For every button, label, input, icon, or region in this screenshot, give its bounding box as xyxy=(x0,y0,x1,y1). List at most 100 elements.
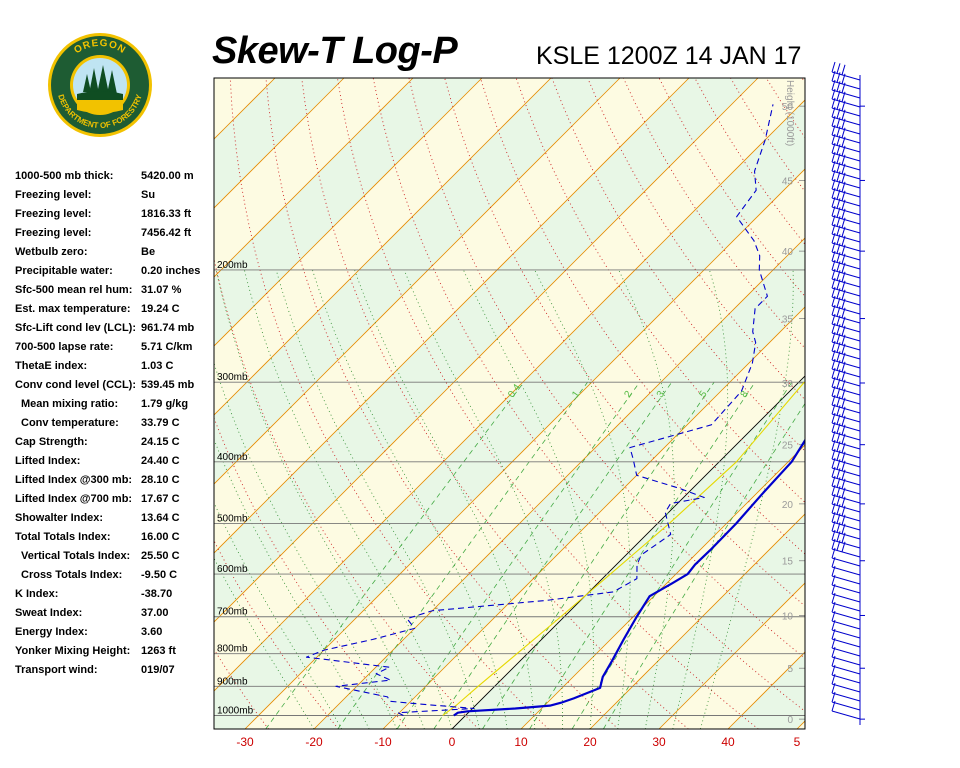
wind-barb-flag xyxy=(831,565,836,577)
wind-barb xyxy=(831,485,861,495)
mixing-ratio-label: 5 xyxy=(697,389,709,400)
wind-barb-flag xyxy=(831,394,836,406)
wind-barb xyxy=(831,557,861,567)
wind-barb-flag xyxy=(841,460,846,471)
wind-barb-flag xyxy=(836,99,841,110)
isotherm-line xyxy=(214,78,621,485)
wind-barb-flag xyxy=(841,325,846,336)
index-label: Cross Totals Index: xyxy=(21,569,123,581)
isotherm-line xyxy=(214,78,759,623)
index-label: Conv temperature: xyxy=(21,417,119,429)
pressure-label: 700mb xyxy=(217,607,248,618)
wind-barb xyxy=(831,440,861,450)
index-row: Freezing level: Su xyxy=(15,189,215,208)
moist-adiabat xyxy=(672,269,729,729)
pressure-label: 500mb xyxy=(217,514,248,525)
wind-barb-flag xyxy=(841,361,846,372)
station-time-label: KSLE 1200Z 14 JAN 17 xyxy=(536,42,802,70)
index-label: Mean mixing ratio: xyxy=(21,398,119,410)
index-label: Freezing level: xyxy=(15,189,92,201)
wind-barb-flag xyxy=(831,655,836,667)
height-label: 10 xyxy=(782,611,794,622)
wind-barb-flag xyxy=(836,216,841,227)
isotherm-line xyxy=(214,78,414,278)
index-label: ThetaE index: xyxy=(15,360,88,372)
isotherm-band xyxy=(214,78,805,691)
x-tick-label: 30 xyxy=(652,735,666,749)
wind-barb xyxy=(831,89,861,99)
wind-barb-flag xyxy=(831,439,836,451)
wind-barb-flag xyxy=(831,673,836,685)
index-row: Lifted Index @700 mb: 17.67 C xyxy=(15,493,215,512)
wind-barb-flag xyxy=(836,252,841,263)
index-row: Sfc-500 mean rel hum: 31.07 % xyxy=(15,284,215,303)
wind-barb-flag xyxy=(841,253,846,264)
wind-barb xyxy=(831,323,861,333)
wind-barb-flag xyxy=(831,151,836,163)
isotherm-line xyxy=(313,237,805,729)
wind-barb-flag xyxy=(841,145,846,156)
wind-barb-flag xyxy=(831,133,836,145)
wind-barb-flag xyxy=(831,511,836,523)
wind-barb-flag xyxy=(836,198,841,209)
isotherm-line xyxy=(214,78,345,209)
wind-barb-flag xyxy=(831,214,836,226)
moist-adiabat xyxy=(700,269,794,729)
index-label: K Index: xyxy=(15,588,59,600)
index-value: 0.20 inches xyxy=(141,265,201,277)
x-tick-label: -30 xyxy=(236,735,254,749)
wind-barb xyxy=(831,539,861,549)
wind-barb xyxy=(831,701,861,711)
wind-barb-flag xyxy=(836,63,841,74)
wind-barb xyxy=(831,359,861,369)
index-row: Total Totals Index: 16.00 C xyxy=(15,531,215,550)
wind-barb-flag xyxy=(831,196,836,208)
wind-barb-flag xyxy=(831,61,836,73)
x-tick-label: -10 xyxy=(374,735,392,749)
wind-barb xyxy=(831,629,861,639)
moist-adiabat xyxy=(354,269,536,729)
wind-barb-flag xyxy=(841,109,846,120)
wind-barb-flag xyxy=(836,81,841,92)
index-label: Wetbulb zero: xyxy=(15,246,88,258)
wind-barb-flag xyxy=(836,522,841,533)
index-value: 24.40 C xyxy=(141,455,180,467)
wind-barb-flag xyxy=(831,484,836,496)
temperature-trace xyxy=(453,438,805,717)
wind-barb-flag xyxy=(831,340,836,352)
index-row: Transport wind: 019/07 xyxy=(15,664,215,683)
x-tick-label: 5 xyxy=(794,735,801,749)
wind-barb-flag xyxy=(831,502,836,514)
wind-barb-flag xyxy=(836,351,841,362)
wind-barb-flag xyxy=(841,379,846,390)
wind-barb-flag xyxy=(836,432,841,443)
wind-barb xyxy=(831,611,861,621)
wind-barb xyxy=(831,152,861,162)
wind-barb xyxy=(831,368,861,378)
index-label: Lifted Index: xyxy=(15,455,81,467)
wind-barb-flag xyxy=(836,288,841,299)
wind-barb xyxy=(831,638,861,648)
height-label: 40 xyxy=(782,247,794,258)
index-value: 13.64 C xyxy=(141,512,180,524)
index-row: ThetaE index: 1.03 C xyxy=(15,360,215,379)
stability-indices-list: 1000-500 mb thick: 5420.00 m Freezing leve… xyxy=(15,170,215,683)
wind-barb-flag xyxy=(831,430,836,442)
mixing-ratio-line xyxy=(603,402,805,729)
wind-barb xyxy=(831,314,861,324)
wind-barb-flag xyxy=(841,82,846,93)
index-value: 19.24 C xyxy=(141,303,180,315)
wind-barb-flag xyxy=(831,457,836,469)
wind-barb-flag xyxy=(831,682,836,694)
wind-barb xyxy=(831,692,861,702)
index-row: Cross Totals Index: -9.50 C xyxy=(15,569,215,588)
wind-barb-flag xyxy=(836,135,841,146)
wind-barb-flag xyxy=(836,423,841,434)
wind-barb xyxy=(831,197,861,207)
pressure-label: 800mb xyxy=(217,644,248,655)
wind-barb xyxy=(831,269,861,279)
wind-barb-flag xyxy=(836,297,841,308)
wind-barb xyxy=(831,242,861,252)
index-value: 539.45 mb xyxy=(141,379,195,391)
wind-barb-flag xyxy=(831,556,836,568)
